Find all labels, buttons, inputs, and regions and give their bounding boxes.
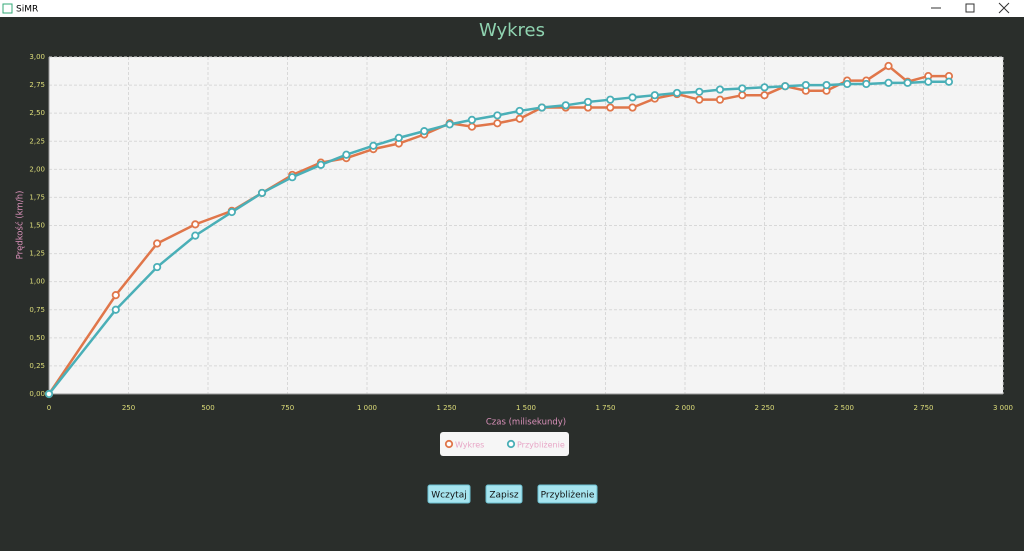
data-point [493, 111, 502, 120]
data-point [153, 262, 162, 272]
restore-button[interactable] [965, 3, 975, 13]
y-tick-label: 0,25 [29, 362, 45, 370]
data-point [227, 207, 236, 217]
x-tick-label: 1 250 [436, 404, 456, 412]
data-point [628, 103, 637, 112]
data-point [342, 150, 351, 159]
data-point [760, 91, 769, 100]
x-tick-label: 3 000 [993, 404, 1013, 412]
y-tick-label: 1,25 [29, 250, 45, 258]
y-tick-label: 0,50 [29, 334, 45, 342]
button-label[interactable]: Przybliżenie [541, 491, 595, 501]
data-point [420, 127, 429, 136]
button[interactable] [537, 484, 598, 504]
y-tick-label: 2,75 [29, 81, 45, 89]
button-label[interactable]: Wczytaj [431, 491, 466, 501]
x-tick-label: 500 [201, 404, 214, 412]
button-label[interactable]: Zapisz [489, 491, 519, 501]
data-point [369, 141, 378, 150]
legend-label: Wykres [455, 441, 484, 450]
data-point [515, 114, 524, 123]
data-point [583, 97, 593, 107]
data-point [695, 87, 704, 96]
data-point [316, 160, 325, 169]
x-tick-label: 2 000 [675, 404, 695, 412]
x-tick-label: 2 500 [834, 404, 854, 412]
data-point [715, 85, 725, 94]
data-point [738, 91, 747, 100]
legend-label: Przybliżenie [517, 441, 565, 450]
y-tick-label: 1,50 [29, 222, 45, 230]
y-tick-label: 0,75 [29, 306, 45, 314]
data-point [903, 78, 912, 87]
y-tick-label: 0,00 [29, 390, 45, 398]
data-point [606, 95, 615, 104]
data-point [288, 173, 297, 182]
data-point [561, 101, 570, 110]
x-tick-label: 0 [47, 404, 51, 412]
data-point [924, 77, 933, 86]
data-point [884, 61, 893, 71]
legend-marker [506, 439, 516, 449]
data-point [537, 103, 547, 112]
data-point [191, 231, 200, 240]
data-point [695, 95, 704, 104]
legend [440, 432, 569, 456]
data-point [822, 80, 831, 90]
data-point [467, 122, 477, 131]
data-point [153, 239, 162, 248]
data-point [111, 291, 120, 300]
app-icon [2, 3, 13, 14]
data-point [760, 83, 769, 92]
x-axis-label: Czas (milisekundy) [486, 418, 566, 428]
y-tick-label: 1,75 [29, 193, 45, 201]
data-point [781, 82, 790, 91]
y-tick-label: 1,00 [29, 278, 45, 286]
data-point [843, 79, 852, 89]
y-tick-label: 2,00 [29, 165, 45, 173]
data-point [628, 93, 637, 102]
data-point [394, 133, 403, 142]
y-axis-label: Prędkość (km/h) [15, 191, 26, 260]
window-title: SiMR [16, 5, 38, 15]
data-point [862, 79, 871, 89]
x-tick-label: 2 750 [913, 404, 933, 412]
legend-marker [444, 439, 454, 449]
data-point [715, 95, 725, 104]
data-point [493, 119, 502, 128]
data-point [650, 91, 659, 100]
y-tick-label: 2,50 [29, 109, 45, 117]
x-tick-label: 2 250 [754, 404, 774, 412]
data-point [606, 103, 615, 112]
data-point [257, 188, 267, 198]
data-point [445, 120, 454, 129]
title-bar [0, 0, 1024, 17]
data-point [44, 389, 54, 399]
x-tick-label: 750 [281, 404, 294, 412]
data-point [944, 77, 954, 86]
button[interactable] [485, 484, 523, 504]
data-point [515, 106, 524, 116]
y-tick-label: 2,25 [29, 137, 45, 145]
x-tick-label: 1 750 [595, 404, 615, 412]
data-point [801, 80, 810, 90]
y-tick-label: 3,00 [29, 53, 45, 61]
data-point [111, 305, 120, 314]
chart-title: Wykres [479, 20, 545, 41]
button[interactable] [427, 484, 471, 504]
x-tick-label: 250 [122, 404, 135, 412]
data-point [672, 88, 682, 98]
data-point [467, 115, 477, 125]
x-tick-label: 1 500 [516, 404, 536, 412]
data-point [884, 78, 893, 87]
data-point [191, 220, 200, 229]
close-button[interactable] [998, 2, 1010, 14]
data-point [738, 84, 747, 93]
x-tick-label: 1 000 [357, 404, 377, 412]
